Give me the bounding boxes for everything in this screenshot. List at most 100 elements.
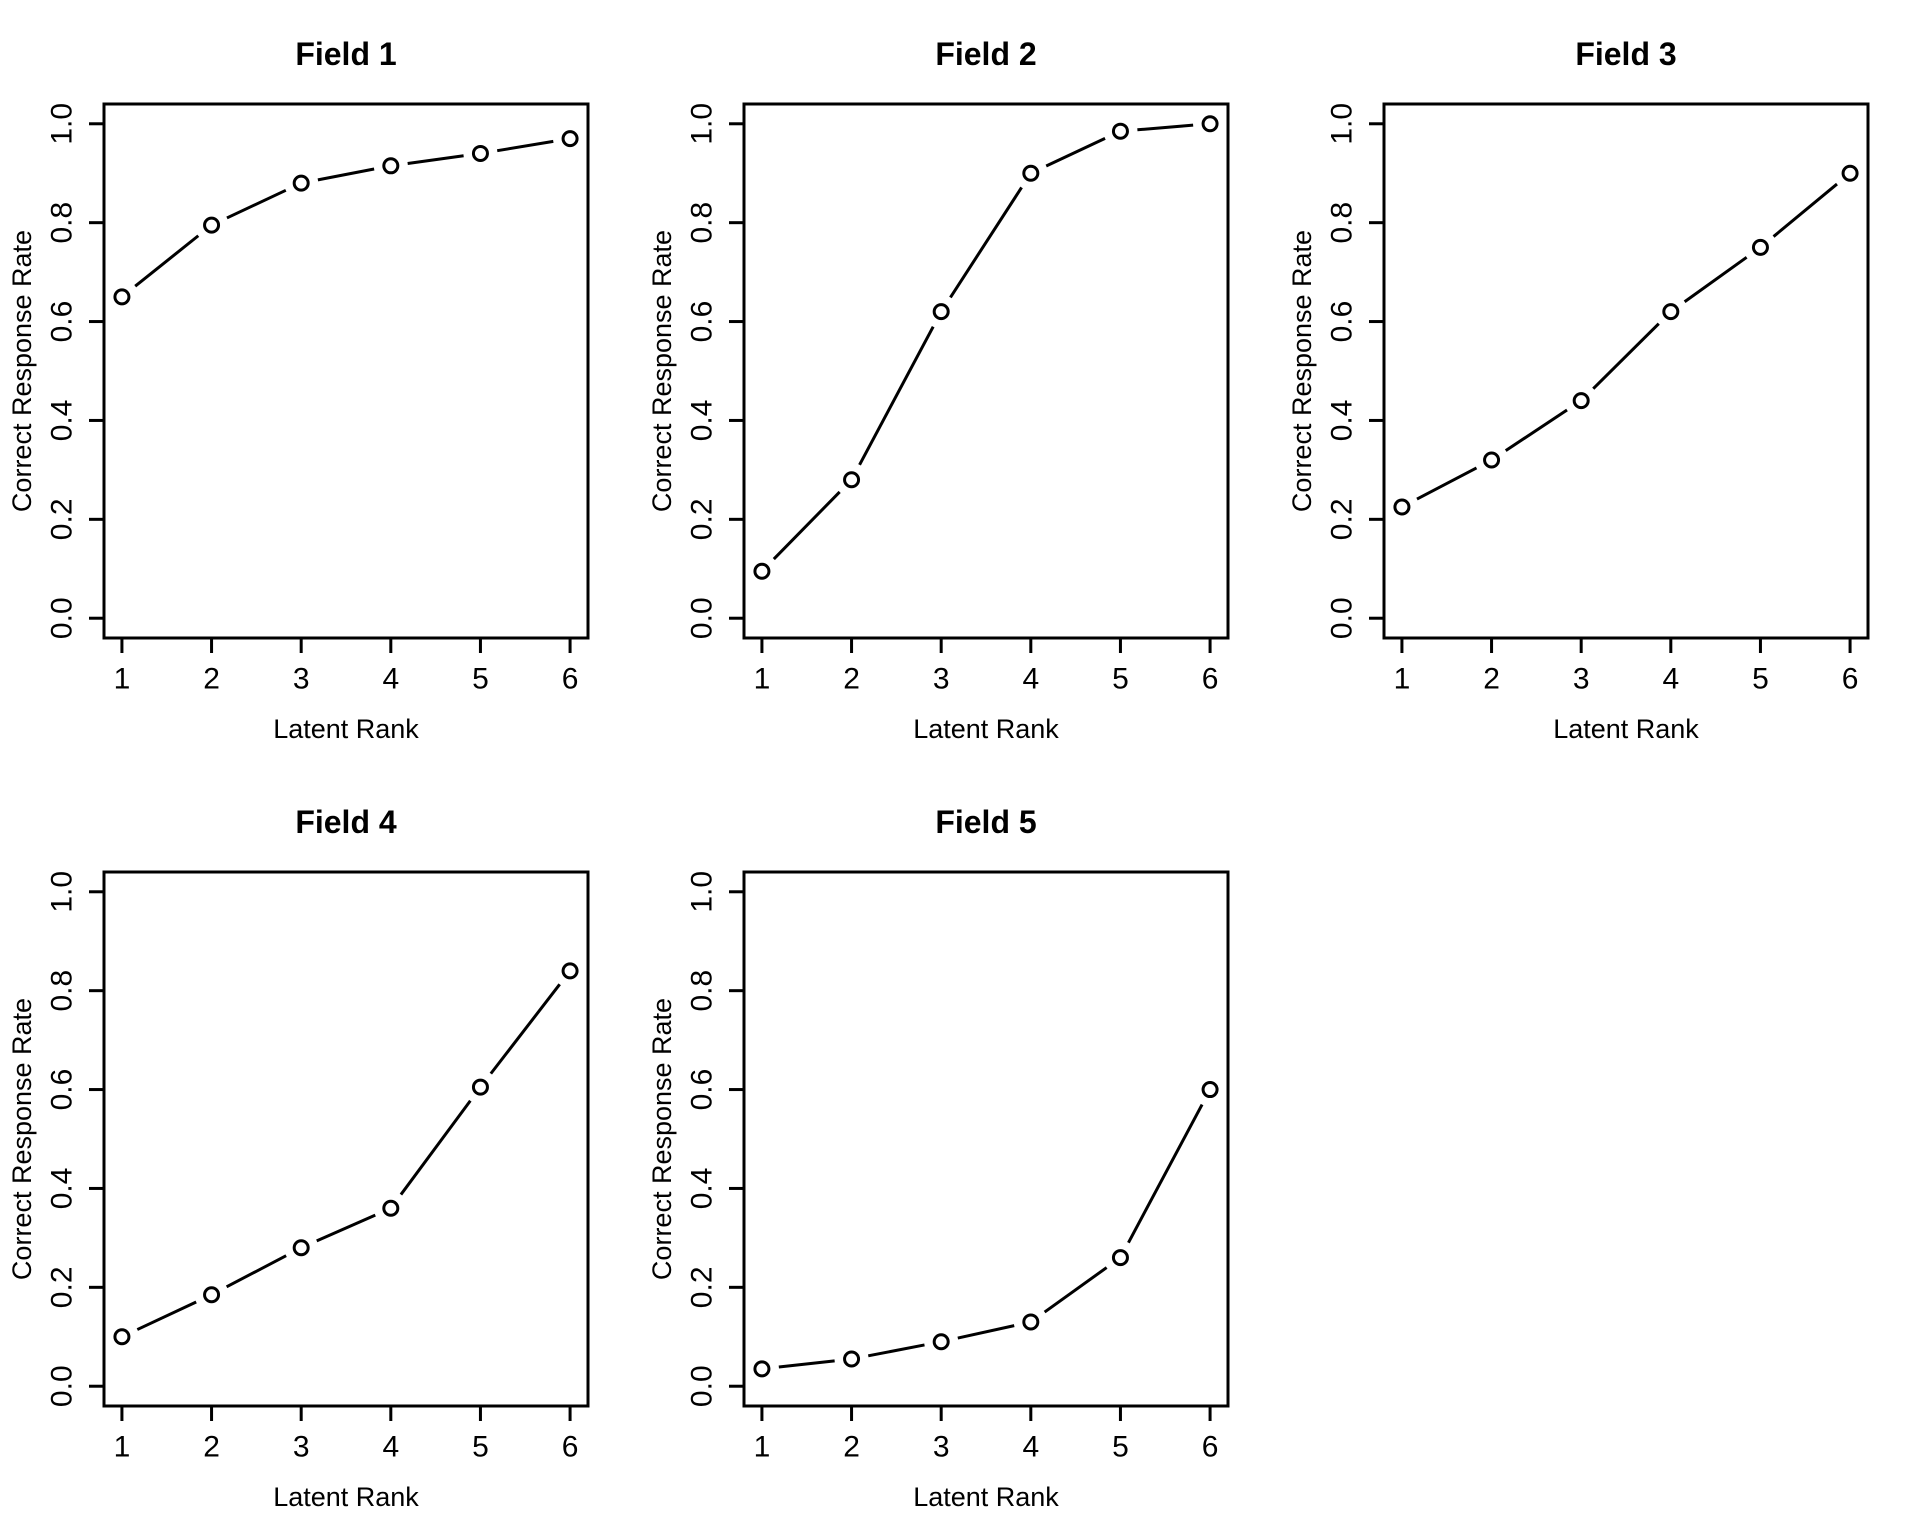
y-axis-label: Correct Response Rate <box>647 230 677 512</box>
y-axis-label: Correct Response Rate <box>7 230 37 512</box>
x-tick-label: 5 <box>1112 1431 1129 1464</box>
y-tick-label: 0.2 <box>46 1266 79 1308</box>
data-point <box>561 130 579 148</box>
x-tick-label: 3 <box>293 663 310 696</box>
y-tick-label: 0.0 <box>46 1365 79 1407</box>
series-line-segment <box>949 186 1023 299</box>
x-tick-label: 4 <box>382 1431 399 1464</box>
series-line-segment <box>867 1343 925 1358</box>
data-point <box>843 1350 861 1368</box>
y-tick-label: 1.0 <box>46 103 79 145</box>
y-axis-label: Correct Response Rate <box>647 998 677 1280</box>
y-tick-label: 1.0 <box>46 871 79 913</box>
y-tick-label: 1.0 <box>686 871 719 913</box>
data-point <box>382 157 400 175</box>
y-tick-label: 0.8 <box>46 202 79 244</box>
x-tick-label: 2 <box>843 663 860 696</box>
data-point <box>1483 451 1501 469</box>
y-tick-label: 1.0 <box>1326 103 1359 145</box>
data-point <box>113 1328 131 1346</box>
x-axis-label: Latent Rank <box>273 714 419 744</box>
x-axis-label: Latent Rank <box>913 1482 1059 1512</box>
series-line-segment <box>957 1324 1015 1340</box>
data-point <box>1572 392 1590 410</box>
x-tick-label: 1 <box>754 663 771 696</box>
x-tick-label: 4 <box>382 663 399 696</box>
x-tick-label: 4 <box>1022 1431 1039 1464</box>
x-tick-label: 1 <box>1394 663 1411 696</box>
y-tick-label: 0.0 <box>686 1365 719 1407</box>
data-point <box>382 1199 400 1217</box>
x-tick-label: 2 <box>843 1431 860 1464</box>
x-tick-label: 5 <box>472 1431 489 1464</box>
x-tick-label: 2 <box>1483 663 1500 696</box>
series-line-segment <box>226 188 287 220</box>
data-point <box>471 144 489 162</box>
x-tick-label: 2 <box>203 1431 220 1464</box>
data-point <box>1841 164 1859 182</box>
chart-cell-field-3: Field 3 0.0 0.2 0.4 0.6 0.8 1.0 1 2 3 4 5 6 Latent Ra… <box>1280 0 1920 768</box>
y-tick-label: 0.2 <box>46 498 79 540</box>
y-tick-label: 0.6 <box>1326 301 1359 343</box>
x-axis-label: Latent Rank <box>913 714 1059 744</box>
x-tick-label: 5 <box>472 663 489 696</box>
chart-title: Field 2 <box>935 36 1036 72</box>
series-line-segment <box>1592 322 1660 390</box>
y-tick-label: 0.4 <box>686 1168 719 1210</box>
chart-title: Field 1 <box>295 36 396 72</box>
y-tick-label: 0.6 <box>46 1069 79 1111</box>
x-tick-label: 3 <box>933 663 950 696</box>
y-tick-label: 0.2 <box>1326 498 1359 540</box>
data-point <box>1751 238 1769 256</box>
x-tick-label: 4 <box>1662 663 1679 696</box>
panel-border <box>102 870 590 1408</box>
chart-title: Field 5 <box>935 804 1036 840</box>
x-axis-label: Latent Rank <box>1553 714 1699 744</box>
field-3-chart: Field 3 0.0 0.2 0.4 0.6 0.8 1.0 1 2 3 4 5 6 Latent Ra… <box>1287 36 1870 744</box>
series-line-segment <box>316 1213 376 1243</box>
series-line-segment <box>1045 137 1106 168</box>
x-tick-label: 6 <box>562 663 579 696</box>
x-tick-label: 3 <box>293 1431 310 1464</box>
y-tick-label: 0.4 <box>46 400 79 442</box>
panel-border <box>102 102 590 640</box>
data-point <box>1022 164 1040 182</box>
empty-cell <box>1280 768 1920 1536</box>
data-point <box>753 1360 771 1378</box>
x-tick-label: 1 <box>114 1431 131 1464</box>
field-4-chart: Field 4 0.0 0.2 0.4 0.6 0.8 1.0 1 2 3 4 5 6 Latent Ra… <box>7 804 590 1512</box>
data-point <box>561 962 579 980</box>
series-line-segment <box>778 1359 835 1369</box>
data-point <box>753 562 771 580</box>
chart-cell-field-5: Field 5 0.0 0.2 0.4 0.6 0.8 1.0 1 2 3 4 5 6 Latent Ra… <box>640 768 1280 1536</box>
x-tick-label: 5 <box>1752 663 1769 696</box>
y-tick-label: 0.6 <box>46 301 79 343</box>
y-tick-label: 0.8 <box>46 970 79 1012</box>
x-axis-label: Latent Rank <box>273 1482 419 1512</box>
data-point <box>1662 303 1680 321</box>
data-point <box>292 174 310 192</box>
series-line-segment <box>134 234 200 288</box>
data-point <box>203 1286 221 1304</box>
x-tick-label: 4 <box>1022 663 1039 696</box>
data-point <box>1201 115 1219 133</box>
series-line-segment <box>496 139 554 153</box>
data-point <box>113 288 131 306</box>
x-tick-label: 6 <box>562 1431 579 1464</box>
y-tick-label: 0.4 <box>1326 400 1359 442</box>
y-tick-label: 0.8 <box>1326 202 1359 244</box>
data-point <box>843 471 861 489</box>
chart-cell-field-4: Field 4 0.0 0.2 0.4 0.6 0.8 1.0 1 2 3 4 5 6 Latent Ra… <box>0 768 640 1536</box>
data-point <box>1111 1249 1129 1267</box>
x-tick-label: 1 <box>114 663 131 696</box>
field-2-chart: Field 2 0.0 0.2 0.4 0.6 0.8 1.0 1 2 3 4 5 6 Latent Ra… <box>647 36 1230 744</box>
x-tick-label: 1 <box>754 1431 771 1464</box>
series-line-segment <box>1416 466 1478 501</box>
x-tick-label: 6 <box>1842 663 1859 696</box>
series-line-segment <box>1127 1103 1204 1244</box>
series-line-segment <box>225 1254 287 1289</box>
y-tick-label: 0.4 <box>46 1168 79 1210</box>
data-point <box>1201 1081 1219 1099</box>
series-line-segment <box>1043 1266 1108 1314</box>
